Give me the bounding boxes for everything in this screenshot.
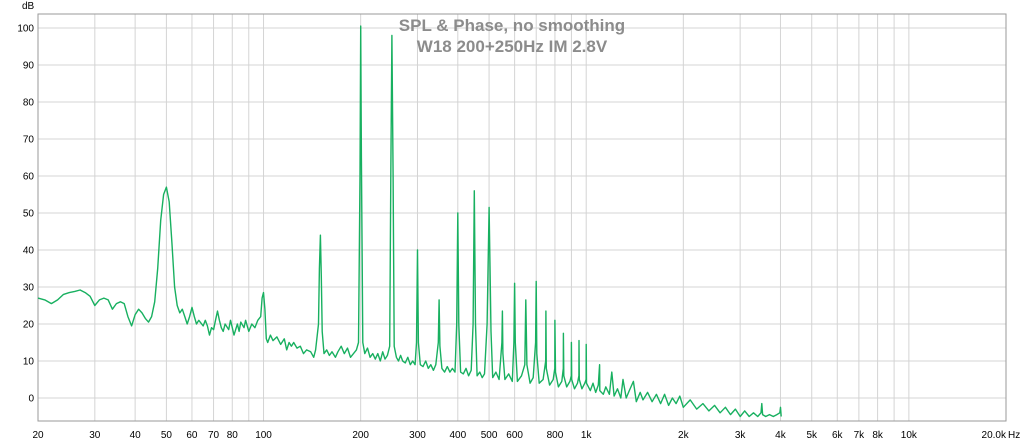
x-tick-label: 40 xyxy=(130,430,142,441)
y-tick-label: 20 xyxy=(23,320,35,331)
y-tick-label: 80 xyxy=(23,98,35,109)
plot-area xyxy=(37,25,782,418)
x-tick-label: 60 xyxy=(186,430,198,441)
x-tick-label: 500 xyxy=(481,430,498,441)
x-tick-label: 8k xyxy=(872,430,884,441)
plot-frame xyxy=(37,13,1007,422)
spl-series-line xyxy=(37,25,782,418)
x-tick-label: 100 xyxy=(255,430,272,441)
y-tick-label: 70 xyxy=(23,135,35,146)
chart-title: SPL & Phase, no smoothing xyxy=(399,16,625,35)
x-tick-label: 80 xyxy=(227,430,239,441)
x-tick-label: 50 xyxy=(161,430,173,441)
x-tick-label: 7k xyxy=(854,430,866,441)
x-tick-label: 20.0k xyxy=(982,430,1007,441)
x-tick-label: 400 xyxy=(449,430,466,441)
y-tick-label: 40 xyxy=(23,246,35,257)
chart-subtitle: W18 200+250Hz IM 2.8V xyxy=(417,37,608,56)
x-tick-label: 200 xyxy=(352,430,369,441)
x-tick-label: 1k xyxy=(581,430,593,441)
y-tick-label: 50 xyxy=(23,209,35,220)
x-tick-label: 3k xyxy=(735,430,747,441)
y-tick-label: 100 xyxy=(17,24,34,35)
x-tick-label: 4k xyxy=(775,430,787,441)
x-tick-label: 6k xyxy=(832,430,844,441)
plot-background xyxy=(38,14,1006,421)
x-tick-label: 10k xyxy=(901,430,918,441)
y-tick-label: 60 xyxy=(23,172,35,183)
x-axis-unit: Hz xyxy=(1008,430,1020,441)
y-tick-label: 10 xyxy=(23,357,35,368)
x-tick-label: 800 xyxy=(547,430,564,441)
x-tick-label: 2k xyxy=(678,430,690,441)
x-axis: 20 30 40 50 60 70 80 100 200 300 400 500 600 800 1k 2k 3… xyxy=(32,430,1007,441)
y-tick-label: 30 xyxy=(23,283,35,294)
y-tick-label: 0 xyxy=(28,394,34,405)
x-tick-label: 5k xyxy=(806,430,818,441)
x-tick-label: 300 xyxy=(409,430,426,441)
y-axis-label: dB xyxy=(22,1,35,12)
y-tick-label: 90 xyxy=(23,61,35,72)
x-tick-label: 600 xyxy=(506,430,523,441)
x-tick-label: 30 xyxy=(89,430,101,441)
x-tick-label: 20 xyxy=(32,430,44,441)
x-tick-label: 70 xyxy=(208,430,220,441)
